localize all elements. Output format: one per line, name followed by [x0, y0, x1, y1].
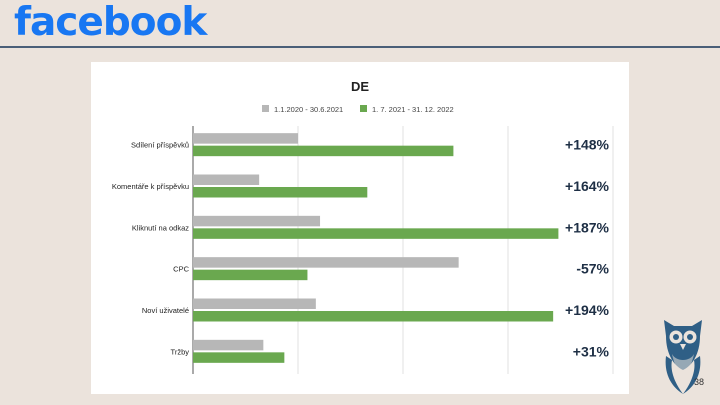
chart-grid — [192, 126, 614, 374]
chart-title: DE — [351, 79, 369, 94]
bar-series-2 — [193, 187, 368, 198]
bar-series-1 — [193, 174, 260, 185]
change-label: +164% — [565, 178, 610, 194]
bar-series-1 — [193, 298, 316, 309]
change-label: +187% — [565, 219, 610, 235]
bar-series-2 — [193, 269, 308, 281]
change-label: -57% — [576, 261, 609, 277]
category-label: CPC — [173, 265, 189, 274]
legend-swatch-series-1 — [262, 105, 269, 112]
change-label: +31% — [573, 343, 610, 359]
category-label: Kliknutí na odkaz — [132, 223, 189, 232]
chart-legend: 1.1.2020 - 30.6.2021 1. 7. 2021 - 31. 12… — [262, 105, 454, 114]
legend-label-series-2: 1. 7. 2021 - 31. 12. 2022 — [372, 105, 454, 114]
bar-chart: DE 1.1.2020 - 30.6.2021 1. 7. 2021 - 31.… — [112, 79, 614, 374]
header-divider — [0, 46, 720, 48]
bar-series-2 — [193, 352, 285, 363]
category-labels: Sdílení příspěvků Komentáře k příspěvku Kl… — [112, 141, 190, 357]
category-label: Sdílení příspěvků — [131, 141, 189, 150]
bar-series-1 — [193, 133, 298, 144]
facebook-logo: facebook — [14, 0, 207, 45]
chart-panel: DE 1.1.2020 - 30.6.2021 1. 7. 2021 - 31.… — [91, 62, 629, 394]
bar-series-2 — [193, 145, 454, 157]
category-label: Noví uživatelé — [142, 306, 189, 315]
change-annotations: +148% +164% +187% -57% +194% +31% — [565, 137, 610, 360]
bar-series-2 — [193, 311, 554, 322]
page-number: 38 — [693, 377, 704, 387]
category-label: Tržby — [171, 347, 190, 356]
bar-series-1 — [193, 215, 321, 227]
change-label: +148% — [565, 137, 610, 153]
category-label: Komentáře k příspěvku — [112, 182, 189, 191]
chart-bars — [193, 133, 559, 363]
bar-series-2 — [193, 228, 559, 239]
bar-series-1 — [193, 257, 459, 268]
legend-label-series-1: 1.1.2020 - 30.6.2021 — [274, 105, 343, 114]
bar-series-1 — [193, 339, 264, 351]
legend-swatch-series-2 — [360, 105, 367, 112]
change-label: +194% — [565, 302, 610, 318]
owl-logo-icon — [664, 320, 702, 394]
